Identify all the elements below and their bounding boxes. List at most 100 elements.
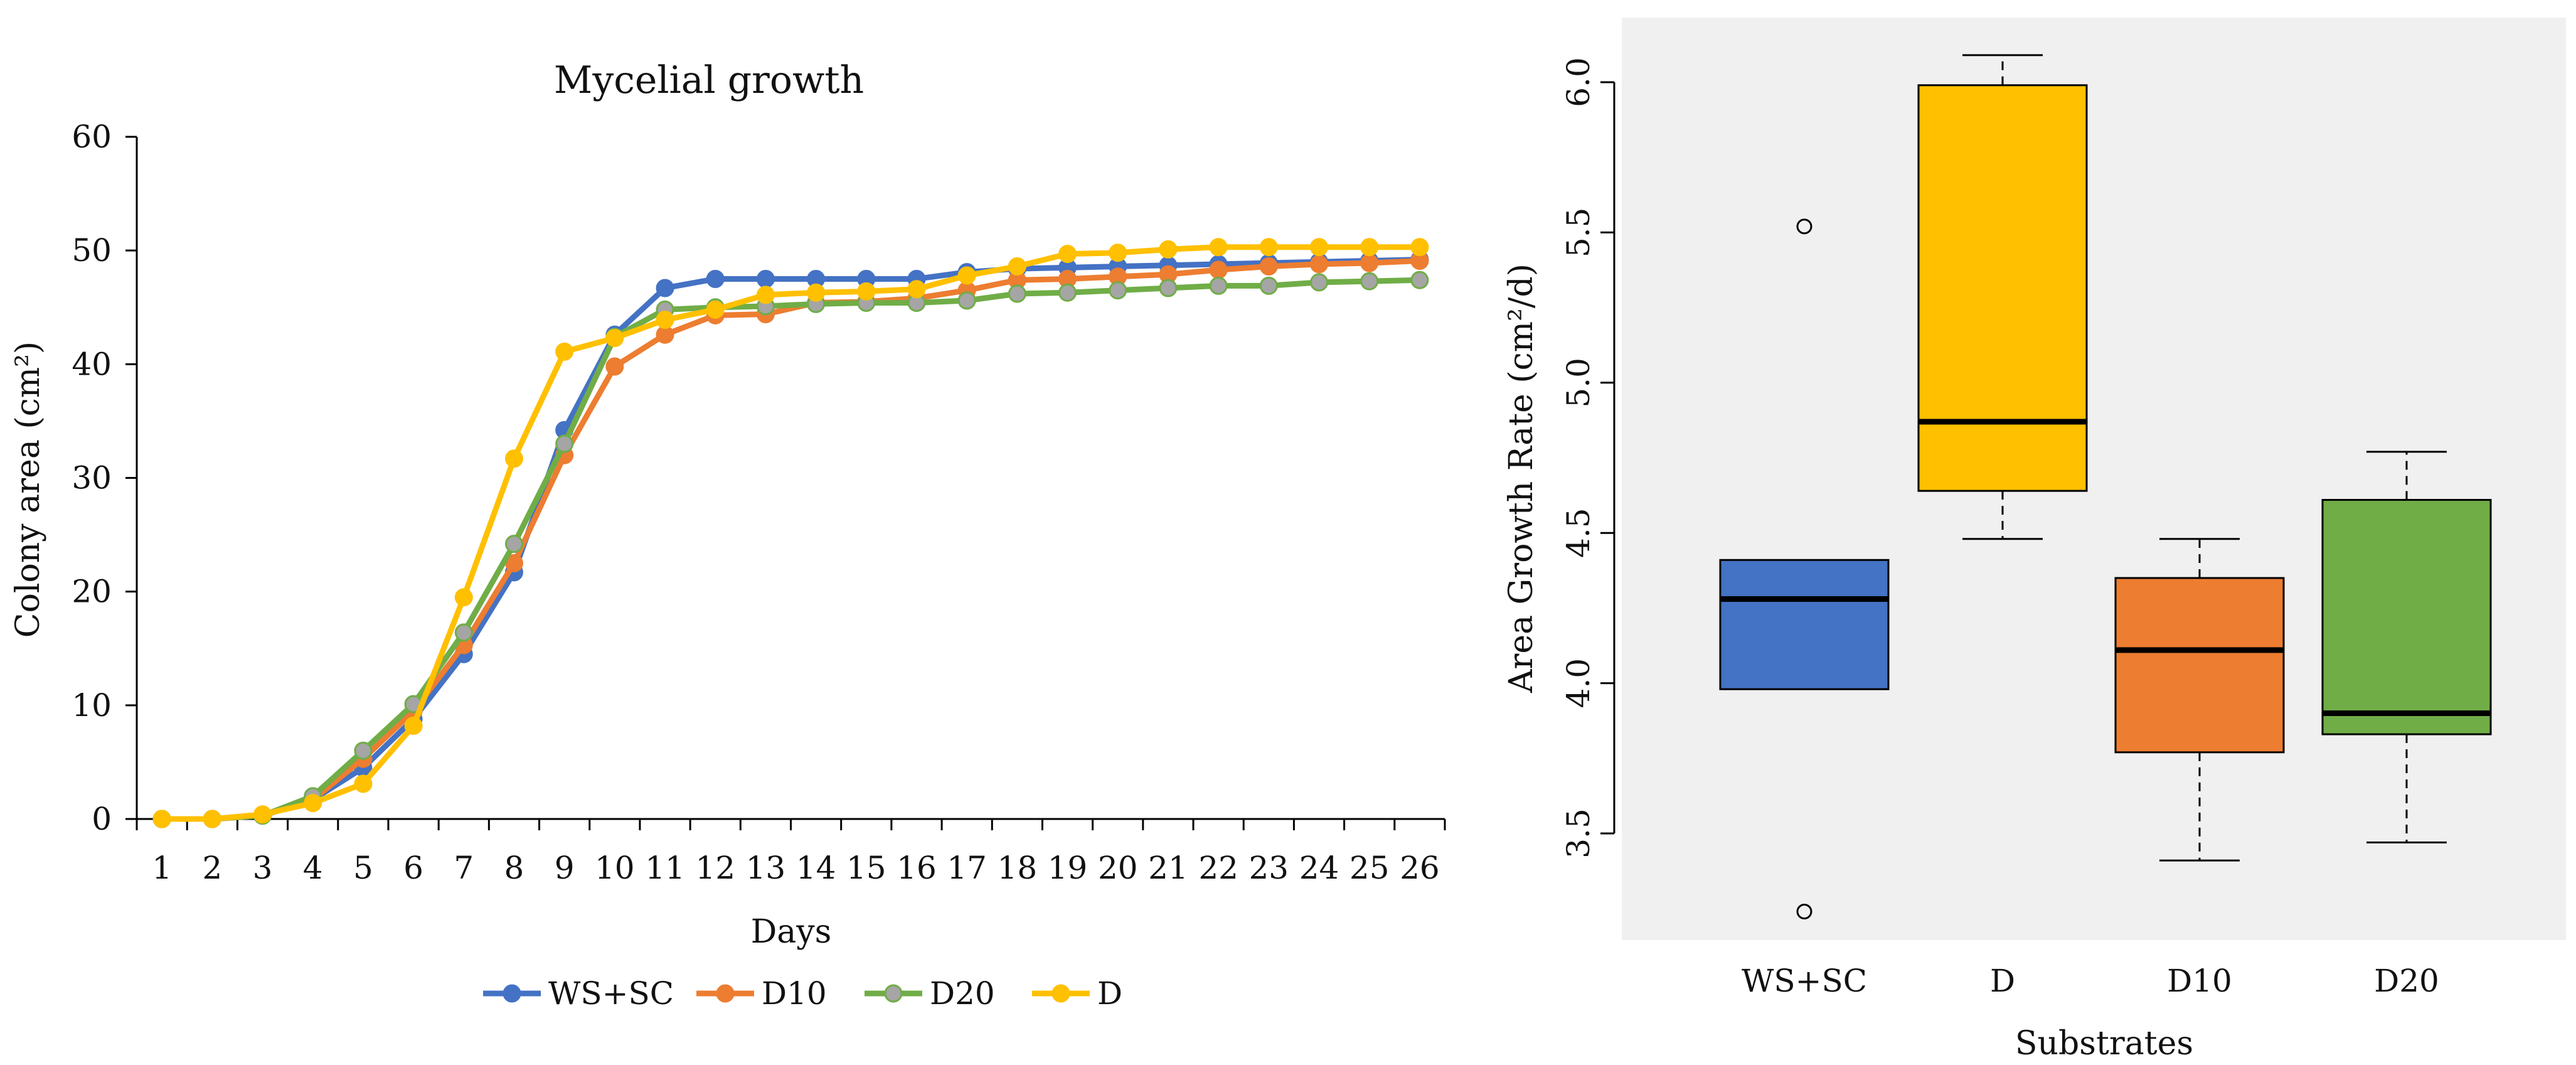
x-tick-label: 26: [1400, 850, 1440, 886]
x-tick-label: 15: [846, 850, 886, 886]
legend-label: D20: [930, 975, 995, 1012]
legend-swatch-marker: [503, 984, 521, 1003]
data-point: [656, 311, 674, 329]
data-point: [152, 810, 171, 828]
data-point: [1109, 281, 1127, 300]
data-point: [555, 342, 574, 361]
data-point: [807, 283, 826, 302]
x-tick-label: 24: [1299, 850, 1339, 886]
legend-swatch-marker: [1051, 984, 1070, 1003]
data-point: [1360, 272, 1379, 291]
data-point: [1159, 240, 1178, 259]
data-point: [253, 805, 272, 824]
x-tick-label: 21: [1148, 850, 1188, 886]
data-point: [1259, 257, 1278, 276]
series-line: [162, 244, 1420, 822]
data-point: [304, 794, 322, 813]
data-point: [1008, 257, 1026, 276]
plot-background: [1622, 18, 2566, 940]
x-tick-label: 1: [152, 850, 172, 886]
data-point: [454, 623, 473, 642]
y-tick-label: 0: [92, 801, 112, 837]
x-tick-label: 16: [897, 850, 937, 886]
x-tick-label: D: [1990, 963, 2015, 999]
x-tick-label: 22: [1198, 850, 1238, 886]
data-point: [1159, 279, 1178, 297]
box-d10: [2114, 538, 2285, 862]
legend-label: D: [1097, 975, 1122, 1012]
data-point: [857, 282, 876, 301]
data-point: [656, 279, 674, 297]
box-ws-sc: [1719, 218, 1890, 919]
data-point: [1310, 238, 1329, 257]
x-tick-label: 19: [1048, 850, 1088, 886]
data-point: [756, 286, 775, 304]
data-point: [1310, 255, 1329, 274]
outlier-point: [1796, 903, 1812, 919]
y-tick-label: 30: [72, 460, 112, 496]
x-tick-label: 3: [253, 850, 273, 886]
series-line: [162, 257, 1420, 822]
x-tick-label: 5: [353, 850, 373, 886]
x-tick-label: 9: [555, 850, 575, 886]
x-tick-label: 20: [1098, 850, 1138, 886]
x-tick-label: 23: [1249, 850, 1289, 886]
data-point: [756, 269, 775, 288]
y-axis-label: Area Growth Rate (cm²/d): [1503, 264, 1540, 693]
data-point: [1259, 276, 1278, 295]
data-point: [404, 716, 423, 735]
data-point: [1109, 244, 1127, 262]
y-tick-label: 40: [72, 346, 112, 382]
outlier-point: [1796, 218, 1812, 235]
data-point: [957, 291, 976, 310]
data-point: [1360, 254, 1379, 272]
y-tick-label: 4.0: [1560, 658, 1597, 709]
legend-swatch-marker: [716, 984, 735, 1003]
data-point: [1008, 284, 1026, 303]
x-tick-label: D20: [2374, 963, 2439, 999]
y-tick-label: 20: [72, 574, 112, 610]
x-tick-label: 25: [1349, 850, 1390, 886]
x-tick-label: 14: [796, 850, 836, 886]
x-tick-label: 10: [595, 850, 635, 886]
x-tick-label: 17: [947, 850, 987, 886]
data-point: [504, 535, 523, 554]
data-point: [454, 588, 473, 607]
series-d: [152, 238, 1429, 828]
x-tick-label: WS+SC: [1742, 963, 1867, 999]
x-tick-label: 6: [403, 850, 423, 886]
x-tick-label: 4: [303, 850, 323, 886]
legend-item: D: [1032, 975, 1122, 1012]
legend-item: D20: [865, 975, 995, 1012]
series-d10: [152, 251, 1429, 828]
series-ws-sc: [152, 250, 1429, 828]
data-point: [1058, 245, 1077, 264]
data-point: [1209, 276, 1228, 295]
box-chart: Area Growth Rate (cm²/d) Substrates 3.5 4…: [1503, 18, 2566, 1062]
data-point: [504, 449, 523, 468]
legend-label: WS+SC: [548, 975, 674, 1012]
data-point: [1410, 238, 1429, 257]
y-tick-label: 6.0: [1560, 57, 1597, 107]
box-d: [1917, 54, 2088, 540]
legend-swatch-marker: [884, 984, 903, 1003]
data-point: [555, 434, 574, 453]
legend-item: D10: [696, 975, 827, 1012]
data-point: [1209, 238, 1228, 257]
data-point: [1058, 283, 1077, 302]
data-point: [1410, 270, 1429, 289]
legend: WS+SC D10 D20 D: [483, 975, 1122, 1012]
y-tick-label: 10: [72, 687, 112, 724]
data-point: [203, 810, 221, 828]
x-tick-label: 11: [645, 850, 685, 886]
y-tick-label: 5.5: [1560, 208, 1597, 258]
box-rect: [2321, 499, 2492, 736]
data-point: [354, 741, 373, 760]
box-rect: [2114, 577, 2285, 754]
x-tick-label: D10: [2167, 963, 2232, 999]
box-d20: [2321, 451, 2492, 843]
x-tick-label: 2: [202, 850, 222, 886]
data-point: [1310, 273, 1329, 292]
